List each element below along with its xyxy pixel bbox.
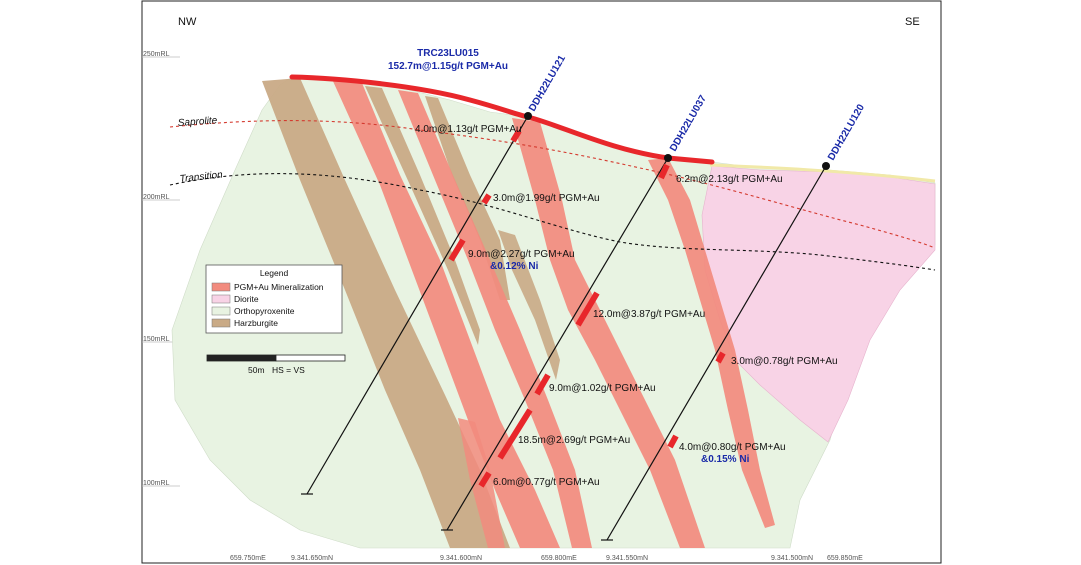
bottom-label-2: 9.341.650mN	[291, 555, 333, 562]
legend: Legend PGM+Au Mineralization Diorite Ort…	[205, 264, 343, 334]
collar-ddh22lu120	[822, 162, 830, 170]
intercept-marker-1	[510, 129, 522, 143]
intercept-marker-3	[448, 238, 466, 262]
mineralization-band-2	[398, 90, 592, 548]
harzburgite-band-1	[262, 78, 510, 548]
direction-nw: NW	[178, 16, 197, 28]
drill-hole-ddh22lu120	[606, 165, 827, 541]
intercept-label-7: 9.0m@1.02g/t PGM+Au	[549, 383, 656, 394]
intercept-marker-4	[658, 163, 670, 180]
intercept-label-5: 12.0m@3.87g/t PGM+Au	[593, 309, 705, 320]
intercept-marker-6	[715, 351, 726, 364]
trench-name: TRC23LU015	[417, 48, 479, 59]
intercept-label-3: 9.0m@2.27g/t PGM+Au	[468, 249, 575, 260]
intercept-marker-8	[497, 408, 533, 460]
harzburgite-band-3	[425, 96, 510, 300]
trench-result: 152.7m@1.15g/t PGM+Au	[388, 61, 508, 72]
legend-title: Legend	[260, 268, 289, 278]
transition-boundary	[169, 173, 936, 271]
trench-line	[289, 74, 715, 165]
drill-hole-ddh22lu037	[446, 157, 669, 531]
drill-hole-ddh22lu121	[306, 115, 529, 495]
harzburgite-band-2	[365, 86, 480, 345]
intercept-label-1: 4.0m@1.13g/t PGM+Au	[415, 124, 522, 135]
harzburgite-band-4	[498, 230, 560, 380]
scale-bar: 50m HS = VS	[206, 354, 346, 375]
rl-label-200: 200mRL	[143, 194, 170, 201]
direction-se: SE	[905, 16, 920, 28]
mineralization-band-4	[648, 158, 775, 528]
intercept-marker-9	[667, 434, 679, 449]
bottom-label-6: 9.341.500mN	[771, 555, 813, 562]
intercept-label-4: 6.2m@2.13g/t PGM+Au	[676, 174, 783, 185]
intercept-marker-5	[575, 291, 600, 327]
scale-bar-label: 50m	[248, 365, 265, 375]
scale-bar-note: HS = VS	[272, 365, 305, 375]
bottom-label-5: 9.341.550mN	[606, 555, 648, 562]
rl-label-150: 150mRL	[143, 336, 170, 343]
collar-ddh22lu037	[664, 154, 672, 162]
intercept-label-8: 18.5m@2.69g/t PGM+Au	[518, 435, 630, 446]
bottom-label-3: 9.341.600mN	[440, 555, 482, 562]
surface-line	[709, 163, 936, 183]
legend-label-mineralization: PGM+Au Mineralization	[234, 282, 324, 292]
bottom-label-7: 659.850mE	[827, 555, 863, 562]
collar-ddh22lu121	[524, 112, 532, 120]
legend-swatch-mineralization	[211, 282, 231, 292]
legend-label-diorite: Diorite	[234, 294, 259, 304]
intercept-label-9: 4.0m@0.80g/t PGM+Au	[679, 442, 786, 453]
bottom-label-1: 659.750mE	[230, 555, 266, 562]
rl-label-100: 100mRL	[143, 480, 170, 487]
intercept-sub-3: &0.12% Ni	[490, 261, 539, 272]
scale-bar-segment-2	[275, 354, 346, 362]
legend-swatch-harzburgite	[211, 318, 231, 328]
transition-label: Transition	[179, 169, 224, 184]
legend-swatch-orthopyroxenite	[211, 306, 231, 316]
intercept-label-2: 3.0m@1.99g/t PGM+Au	[493, 193, 600, 204]
scale-bar-segment-1	[206, 354, 277, 362]
intercept-sub-9: &0.15% Ni	[701, 454, 750, 465]
intercept-marker-10	[478, 471, 492, 488]
intercept-label-10: 6.0m@0.77g/t PGM+Au	[493, 477, 600, 488]
legend-label-harzburgite: Harzburgite	[234, 318, 278, 328]
intercept-marker-7	[534, 373, 551, 396]
legend-label-orthopyroxenite: Orthopyroxenite	[234, 306, 295, 316]
saprolite-label: Saprolite	[177, 115, 218, 129]
intercept-marker-2	[481, 193, 492, 205]
legend-swatch-diorite	[211, 294, 231, 304]
bottom-label-4: 659.800mE	[541, 555, 577, 562]
mineralization-band-1	[332, 79, 560, 548]
rl-label-250: 250mRL	[143, 51, 170, 58]
mineralization-band-3	[512, 118, 705, 548]
intercept-label-6: 3.0m@0.78g/t PGM+Au	[731, 356, 838, 367]
